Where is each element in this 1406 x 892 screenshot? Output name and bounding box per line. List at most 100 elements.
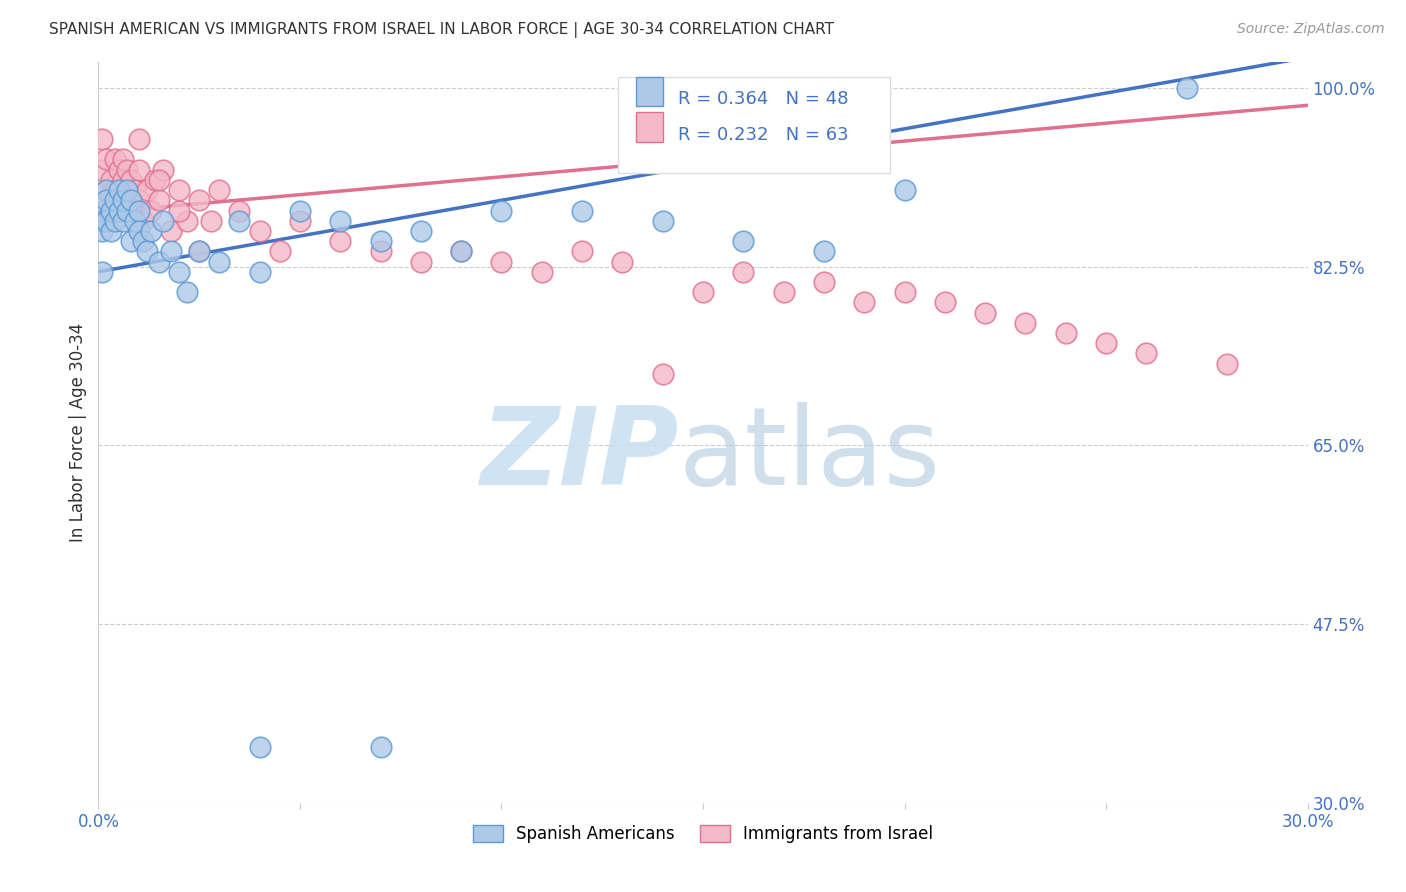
Point <box>772 285 794 300</box>
Point <box>91 224 114 238</box>
Legend: Spanish Americans, Immigrants from Israel: Spanish Americans, Immigrants from Israe… <box>467 819 939 850</box>
Text: R = 0.232   N = 63: R = 0.232 N = 63 <box>678 126 848 144</box>
Point <box>1216 357 1239 371</box>
Point <box>103 213 125 227</box>
Point <box>115 183 138 197</box>
Point <box>124 183 146 197</box>
Point <box>288 203 311 218</box>
Point <box>249 739 271 754</box>
Point <box>103 194 125 208</box>
Point <box>128 162 150 177</box>
Point <box>91 265 114 279</box>
Point <box>139 203 162 218</box>
Point <box>200 213 222 227</box>
Point <box>612 254 634 268</box>
Point <box>107 183 129 197</box>
Point <box>893 183 915 197</box>
Point <box>135 244 157 259</box>
Text: SPANISH AMERICAN VS IMMIGRANTS FROM ISRAEL IN LABOR FORCE | AGE 30-34 CORRELATIO: SPANISH AMERICAN VS IMMIGRANTS FROM ISRA… <box>49 22 834 38</box>
Point <box>176 285 198 300</box>
Point <box>450 244 472 259</box>
Point <box>91 203 114 218</box>
Text: ZIP: ZIP <box>481 401 679 508</box>
Point <box>96 153 118 167</box>
Point <box>288 213 311 227</box>
Point <box>148 254 170 268</box>
Point <box>409 224 432 238</box>
Point <box>115 162 138 177</box>
Point <box>733 265 755 279</box>
Text: atlas: atlas <box>679 401 941 508</box>
Point <box>160 224 183 238</box>
Point <box>329 213 352 227</box>
Point <box>188 244 211 259</box>
Point <box>152 162 174 177</box>
Point <box>228 203 250 218</box>
Point <box>107 203 129 218</box>
Point <box>974 305 997 319</box>
Point <box>813 244 835 259</box>
Point <box>96 213 118 227</box>
Point <box>91 162 114 177</box>
Point <box>1095 336 1118 351</box>
Point <box>96 194 118 208</box>
Point <box>115 203 138 218</box>
Point <box>409 254 432 268</box>
Bar <box>637 112 664 142</box>
Text: Source: ZipAtlas.com: Source: ZipAtlas.com <box>1237 22 1385 37</box>
Point <box>120 234 142 248</box>
Point <box>370 739 392 754</box>
Y-axis label: In Labor Force | Age 30-34: In Labor Force | Age 30-34 <box>69 323 87 542</box>
Point <box>167 265 190 279</box>
Point <box>530 265 553 279</box>
Point <box>188 194 211 208</box>
Point <box>853 295 876 310</box>
Point <box>111 153 134 167</box>
Point <box>128 132 150 146</box>
Point <box>96 213 118 227</box>
Point <box>208 183 231 197</box>
Point <box>148 194 170 208</box>
Point <box>96 183 118 197</box>
Point <box>91 132 114 146</box>
Point <box>128 194 150 208</box>
Point <box>934 295 956 310</box>
Point <box>91 203 114 218</box>
Point <box>107 162 129 177</box>
Point <box>249 265 271 279</box>
Point <box>120 203 142 218</box>
Point <box>143 173 166 187</box>
Point <box>188 244 211 259</box>
FancyBboxPatch shape <box>619 78 890 173</box>
Point <box>152 213 174 227</box>
Point <box>111 194 134 208</box>
Point <box>120 173 142 187</box>
Point <box>111 173 134 187</box>
Point <box>269 244 291 259</box>
Point <box>96 183 118 197</box>
Point <box>228 213 250 227</box>
Point <box>128 203 150 218</box>
Point <box>651 367 673 381</box>
Text: R = 0.364   N = 48: R = 0.364 N = 48 <box>678 90 848 109</box>
Point <box>132 213 155 227</box>
Point <box>111 213 134 227</box>
Point <box>100 173 122 187</box>
Point <box>167 203 190 218</box>
Point <box>370 244 392 259</box>
Point <box>115 194 138 208</box>
Point <box>571 244 593 259</box>
Point <box>491 203 513 218</box>
Point <box>329 234 352 248</box>
Point <box>1054 326 1077 340</box>
Point <box>132 234 155 248</box>
Point <box>370 234 392 248</box>
Point <box>651 213 673 227</box>
Point <box>135 183 157 197</box>
Point <box>176 213 198 227</box>
Bar <box>637 77 664 106</box>
Point <box>167 183 190 197</box>
Point <box>208 254 231 268</box>
Point <box>1014 316 1036 330</box>
Point <box>120 194 142 208</box>
